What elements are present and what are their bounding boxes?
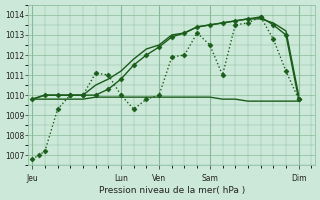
X-axis label: Pression niveau de la mer( hPa ): Pression niveau de la mer( hPa ) [99, 186, 245, 195]
